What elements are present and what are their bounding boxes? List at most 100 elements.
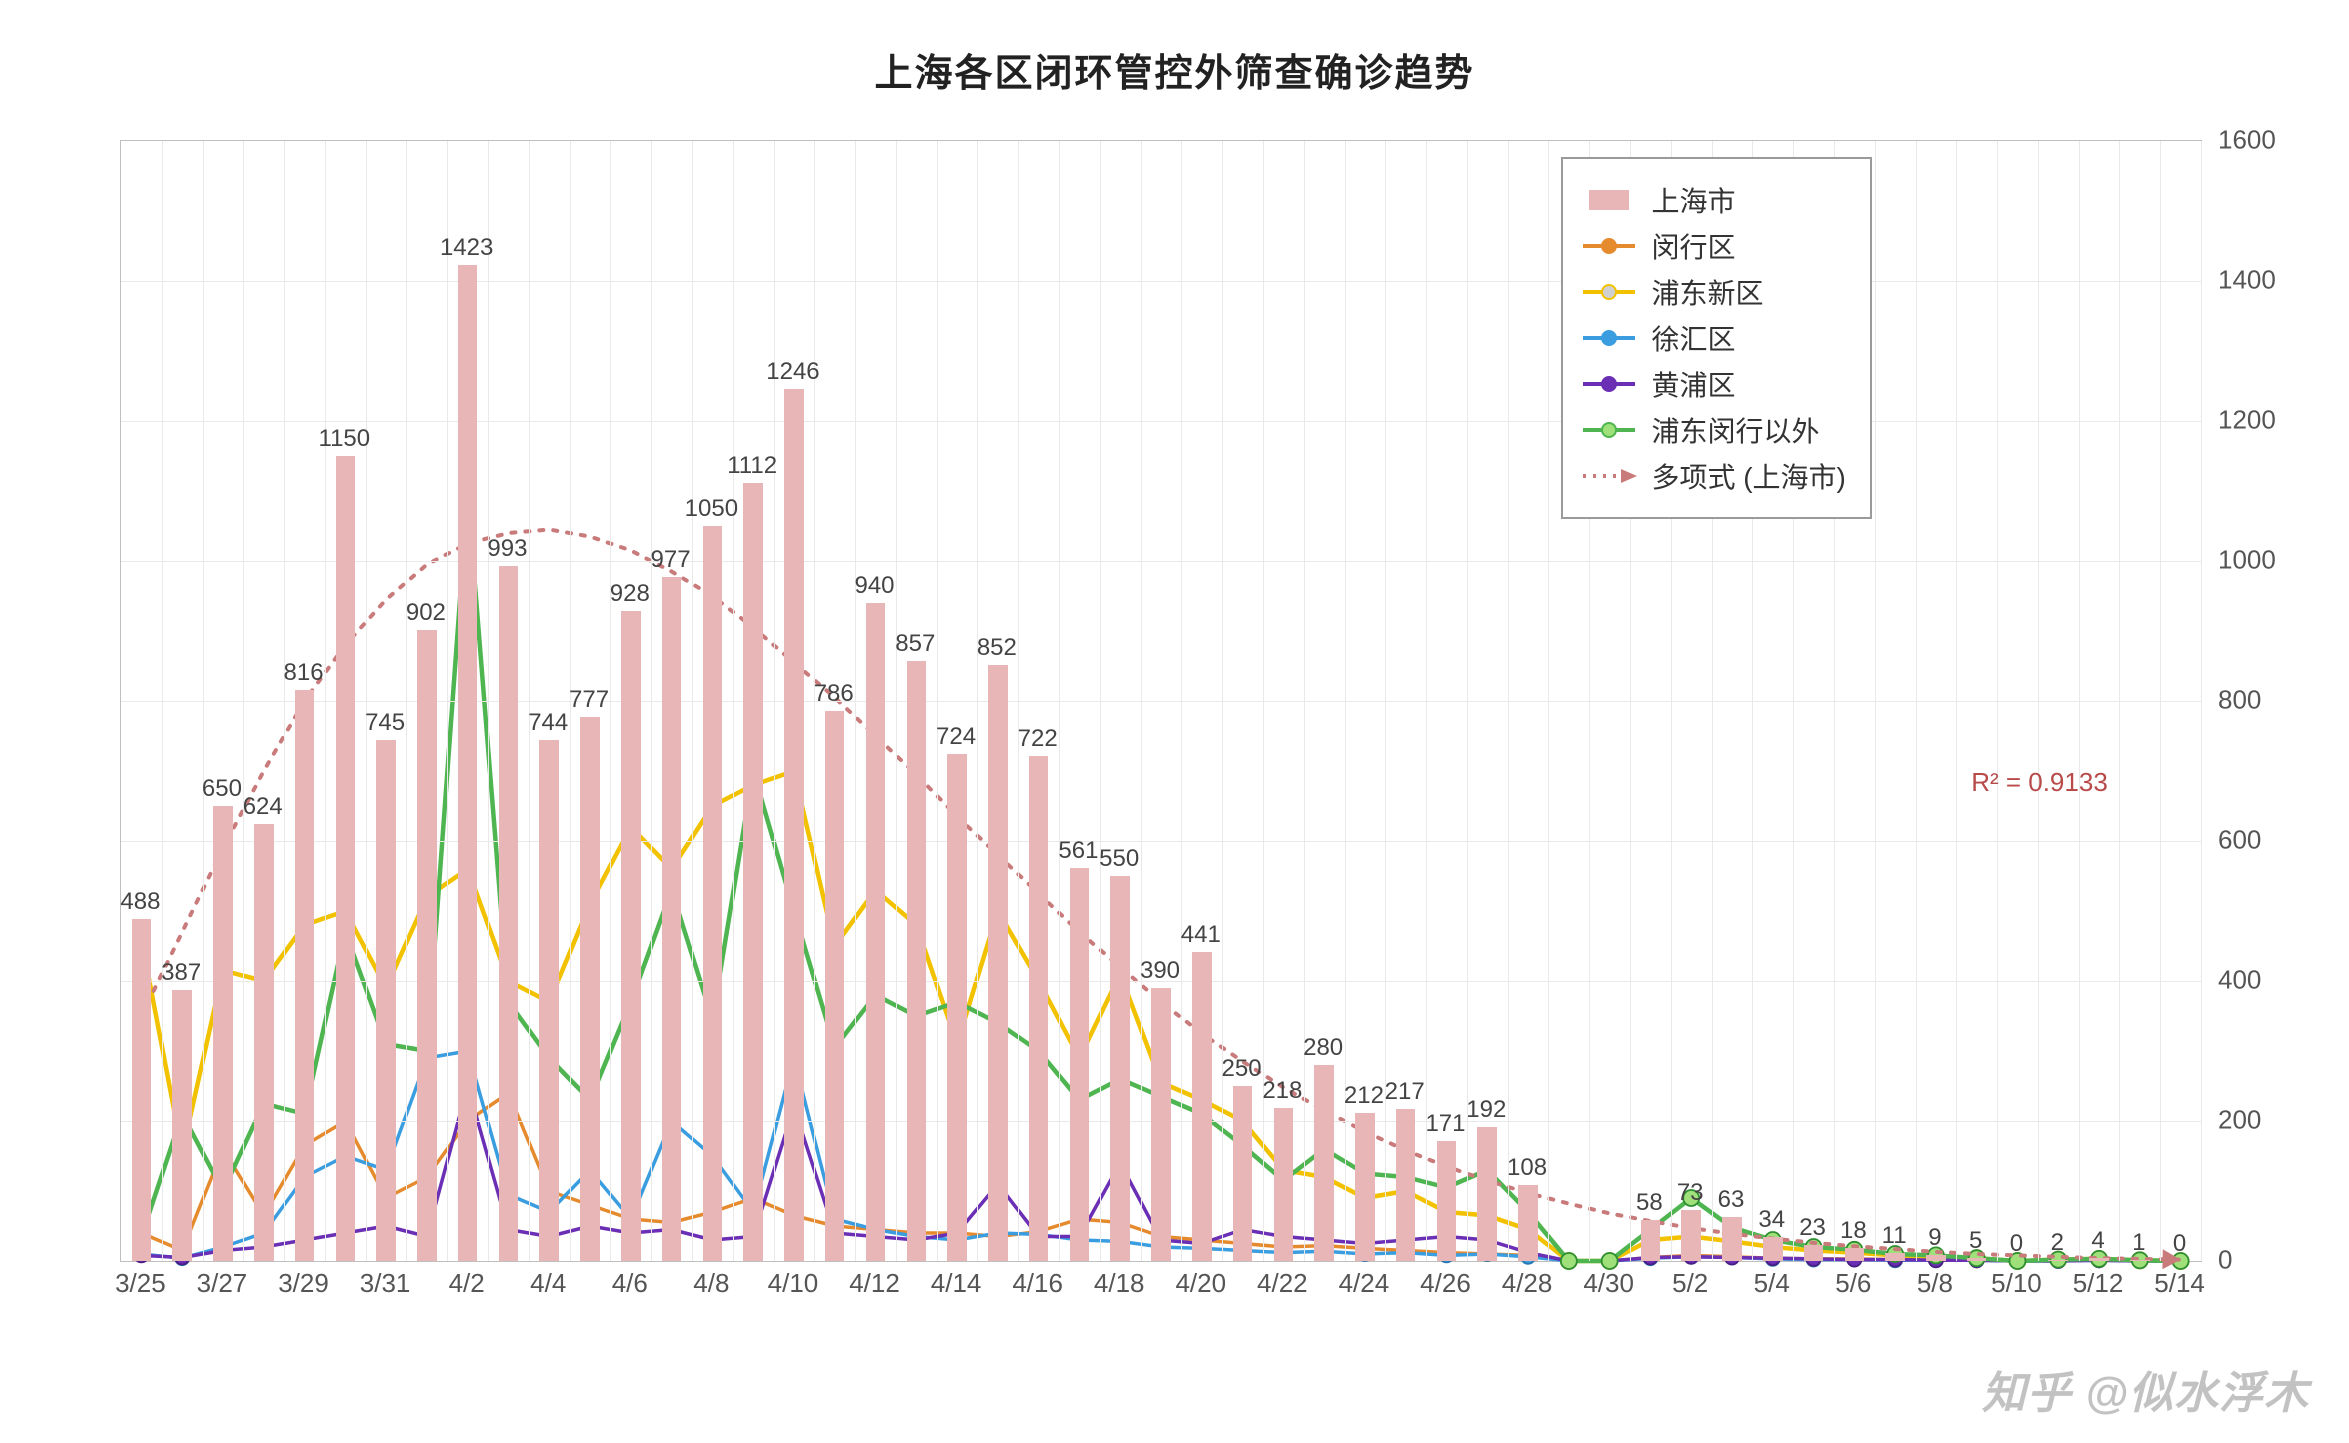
bar-value-label: 993: [487, 535, 527, 563]
y-axis-label: 200: [2218, 1105, 2261, 1136]
x-axis-label: 4/28: [1502, 1268, 1553, 1299]
bar-value-label: 857: [895, 630, 935, 658]
bar: [1029, 756, 1049, 1261]
x-axis-label: 4/12: [849, 1268, 900, 1299]
chart-container: 上海各区闭环管控外筛查确诊趋势 R² = 0.9133 上海市闵行区浦东新区徐汇…: [0, 0, 2349, 1443]
bar: [703, 526, 723, 1261]
bar-value-label: 218: [1262, 1077, 1302, 1105]
bar-value-label: 387: [161, 959, 201, 987]
bar-value-label: 722: [1018, 725, 1058, 753]
chart-title: 上海各区闭环管控外筛查确诊趋势: [0, 42, 2349, 97]
bar: [254, 824, 274, 1261]
bar-value-label: 902: [406, 599, 446, 627]
bar-value-label: 624: [243, 793, 283, 821]
x-axis-label: 4/8: [693, 1268, 729, 1299]
plot-area: [120, 140, 2202, 1262]
bar: [1926, 1255, 1946, 1261]
bar: [1722, 1217, 1742, 1261]
bar-value-label: 745: [365, 709, 405, 737]
bar-value-label: 1150: [319, 425, 371, 453]
bar-value-label: 390: [1140, 957, 1180, 985]
bar: [1233, 1086, 1253, 1261]
bar-value-label: 1246: [766, 358, 819, 386]
bar-value-label: 18: [1840, 1217, 1867, 1245]
bar-value-label: 11: [1882, 1222, 1907, 1250]
bar-value-label: 550: [1099, 845, 1139, 873]
bar-value-label: 212: [1344, 1082, 1384, 1110]
bar: [1763, 1237, 1783, 1261]
y-axis-label: 400: [2218, 965, 2261, 996]
bar-value-label: 650: [202, 775, 242, 803]
y-axis-label: 1200: [2218, 405, 2276, 436]
bar-value-label: 777: [569, 686, 609, 714]
bar-value-label: 250: [1222, 1055, 1262, 1083]
x-axis-label: 5/2: [1672, 1268, 1708, 1299]
x-axis-label: 4/16: [1012, 1268, 1063, 1299]
bar: [1274, 1108, 1294, 1261]
y-axis-label: 1000: [2218, 545, 2276, 576]
bar-value-label: 561: [1058, 837, 1098, 865]
x-axis-label: 4/22: [1257, 1268, 1308, 1299]
bar: [1641, 1220, 1661, 1261]
bar-value-label: 5: [1969, 1227, 1982, 1255]
legend-label: 浦东闵行以外: [1651, 410, 1819, 450]
x-axis-label: 4/4: [530, 1268, 566, 1299]
x-axis-label: 3/25: [115, 1268, 166, 1299]
y-axis-label: 1600: [2218, 125, 2276, 156]
watermark: 知乎 @似水浮木: [1982, 1357, 2309, 1421]
bar: [743, 483, 763, 1261]
bar-value-label: 1112: [727, 452, 777, 480]
legend-item: 黄浦区: [1581, 361, 1845, 407]
x-axis-label: 3/31: [360, 1268, 411, 1299]
bar-value-label: 23: [1799, 1214, 1826, 1242]
bar: [1518, 1185, 1538, 1261]
bar: [580, 717, 600, 1261]
legend-item: 浦东新区: [1581, 269, 1845, 315]
bar: [1845, 1248, 1865, 1261]
bar: [336, 456, 356, 1261]
x-axis-label: 4/6: [612, 1268, 648, 1299]
legend-label: 多项式 (上海市): [1651, 456, 1845, 496]
x-axis-label: 3/29: [278, 1268, 329, 1299]
bar-value-label: 34: [1758, 1206, 1785, 1234]
x-axis-label: 5/6: [1835, 1268, 1871, 1299]
bar: [1110, 876, 1130, 1261]
bar-value-label: 488: [120, 888, 160, 916]
x-axis-label: 4/26: [1420, 1268, 1471, 1299]
bar: [539, 740, 559, 1261]
legend-item: 上海市: [1581, 177, 1845, 223]
bar-value-label: 744: [528, 709, 568, 737]
bar: [295, 690, 315, 1261]
bar: [172, 990, 192, 1261]
bar: [1355, 1113, 1375, 1261]
x-axis-label: 5/12: [2073, 1268, 2124, 1299]
bar-value-label: 4: [2091, 1227, 2104, 1255]
legend-label: 闵行区: [1651, 226, 1735, 266]
bar-value-label: 441: [1181, 921, 1221, 949]
bar: [784, 389, 804, 1261]
y-axis-label: 800: [2218, 685, 2261, 716]
bar-value-label: 786: [814, 680, 854, 708]
bar: [907, 661, 927, 1261]
bar: [866, 603, 886, 1261]
legend-item: 徐汇区: [1581, 315, 1845, 361]
legend-label: 浦东新区: [1651, 272, 1763, 312]
bar: [1070, 868, 1090, 1261]
x-axis-label: 5/14: [2154, 1268, 2205, 1299]
bar: [662, 577, 682, 1261]
y-axis-label: 1400: [2218, 265, 2276, 296]
bar-value-label: 58: [1636, 1189, 1663, 1217]
bar-value-label: 171: [1425, 1110, 1465, 1138]
bar-value-label: 0: [2010, 1230, 2023, 1258]
legend-item: 闵行区: [1581, 223, 1845, 269]
x-axis-label: 4/14: [931, 1268, 982, 1299]
x-axis-label: 4/10: [768, 1268, 819, 1299]
bar-value-label: 2: [2051, 1229, 2064, 1257]
bar-value-label: 1050: [685, 495, 738, 523]
bar: [1804, 1245, 1824, 1261]
bar: [1967, 1258, 1987, 1262]
legend-label: 上海市: [1651, 180, 1735, 220]
x-axis-label: 3/27: [197, 1268, 248, 1299]
bar-value-label: 9: [1928, 1224, 1941, 1252]
bar: [376, 740, 396, 1262]
